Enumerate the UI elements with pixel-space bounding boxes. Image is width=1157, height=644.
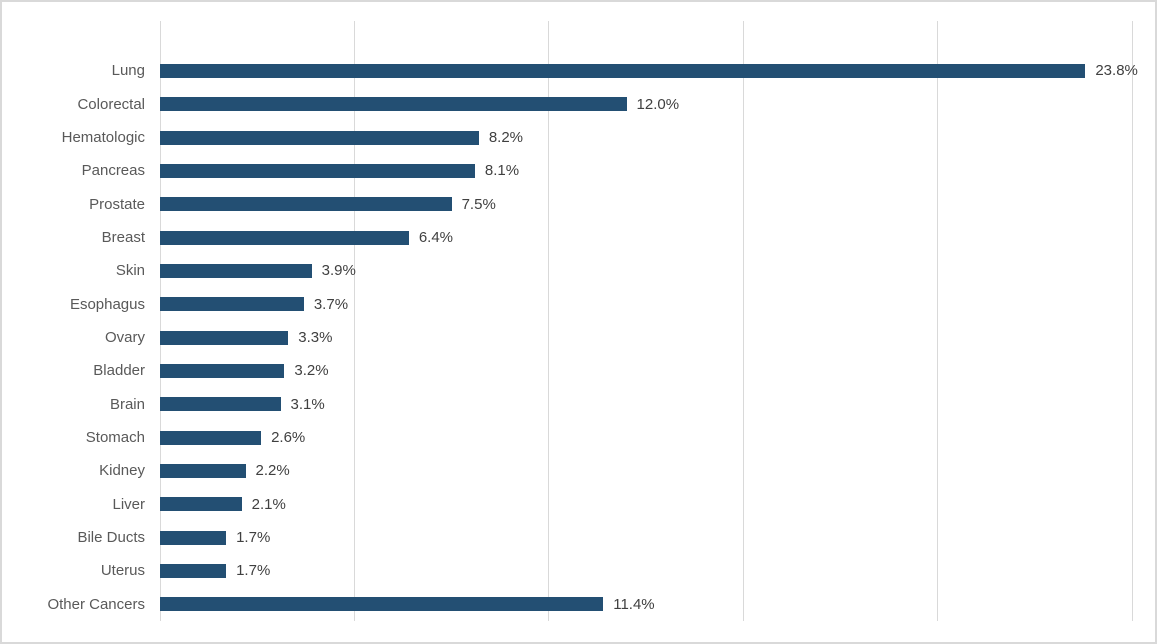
bar-row: Colorectal 12.0% — [2, 88, 1155, 121]
gridline — [742, 21, 744, 621]
bar-track: 2.1% — [160, 488, 1132, 521]
bar-track: 8.1% — [160, 154, 1132, 187]
bar-row: Stomach 2.6% — [2, 421, 1155, 454]
bar — [160, 330, 289, 345]
category-label: Uterus — [100, 562, 145, 580]
category-label: Kidney — [99, 462, 145, 480]
value-label: 23.8% — [1095, 62, 1138, 80]
plot-area — [159, 21, 1133, 621]
bar-track: 3.1% — [160, 388, 1132, 421]
bar — [160, 530, 227, 545]
bar-row: Hematologic 8.2% — [2, 121, 1155, 154]
bar-row: Liver 2.1% — [2, 488, 1155, 521]
bar — [160, 363, 285, 378]
gridline — [548, 21, 550, 621]
bar — [160, 163, 475, 178]
bar-row: Prostate 7.5% — [2, 188, 1155, 221]
value-label: 3.3% — [298, 329, 333, 347]
bar-track: 2.6% — [160, 421, 1132, 454]
bar — [160, 197, 452, 212]
bar-row: Pancreas 8.1% — [2, 154, 1155, 187]
category-label: Hematologic — [61, 129, 145, 147]
gridline — [159, 21, 161, 621]
bar-row: Breast 6.4% — [2, 221, 1155, 254]
bar — [160, 463, 246, 478]
value-label: 2.6% — [271, 429, 306, 447]
bar-track: 11.4% — [160, 588, 1132, 621]
gridline — [353, 21, 355, 621]
category-label: Esophagus — [69, 295, 145, 313]
bar-row: Skin 3.9% — [2, 254, 1155, 287]
category-label: Breast — [101, 229, 145, 247]
bar-row: Other Cancers 11.4% — [2, 588, 1155, 621]
bar — [160, 297, 304, 312]
value-label: 3.2% — [294, 362, 329, 380]
bar — [160, 430, 262, 445]
value-label: 2.1% — [251, 495, 286, 513]
bar-row: Lung 23.8% — [2, 54, 1155, 87]
category-label: Skin — [115, 262, 145, 280]
bar — [160, 497, 242, 512]
bar — [160, 397, 281, 412]
bar-row: Ovary 3.3% — [2, 321, 1155, 354]
bar-row: Brain 3.1% — [2, 388, 1155, 421]
category-label: Other Cancers — [47, 595, 145, 613]
value-label: 1.7% — [236, 562, 271, 580]
category-label: Colorectal — [77, 95, 145, 113]
bar-track: 3.9% — [160, 254, 1132, 287]
category-label: Ovary — [104, 329, 145, 347]
category-label: Lung — [111, 62, 145, 80]
bar-track: 6.4% — [160, 221, 1132, 254]
bar-track: 1.7% — [160, 521, 1132, 554]
value-label: 11.4% — [613, 595, 655, 613]
bar — [160, 230, 409, 245]
value-label: 8.1% — [484, 162, 520, 180]
gridline — [1131, 21, 1133, 621]
category-label: Brain — [109, 395, 145, 413]
bar — [160, 563, 227, 578]
bar-row: Esophagus 3.7% — [2, 288, 1155, 321]
chart-rows: Lung 23.8% Colorectal 12.0% Hematologic 8.2% P… — [2, 21, 1155, 621]
empty-top-band — [2, 21, 1155, 54]
gridline — [937, 21, 939, 621]
bar — [160, 97, 627, 112]
value-label: 1.7% — [236, 529, 271, 547]
value-label: 6.4% — [418, 229, 454, 247]
bar-track: 3.3% — [160, 321, 1132, 354]
bar-track: 23.8% — [160, 54, 1138, 87]
value-label: 2.2% — [255, 462, 290, 480]
bar — [160, 263, 312, 278]
bar — [160, 130, 479, 145]
value-label: 3.7% — [313, 295, 349, 313]
category-label: Bladder — [93, 362, 145, 380]
category-label: Liver — [112, 495, 145, 513]
bar — [160, 597, 604, 612]
bar-row: Bladder 3.2% — [2, 354, 1155, 387]
value-label: 3.1% — [290, 395, 325, 413]
bar-track: 3.2% — [160, 354, 1132, 387]
value-label: 12.0% — [636, 95, 680, 113]
category-label: Prostate — [89, 195, 145, 213]
bar-track: 7.5% — [160, 188, 1132, 221]
bar — [160, 63, 1086, 78]
category-label: Bile Ducts — [77, 529, 145, 547]
category-label: Pancreas — [81, 162, 145, 180]
value-label: 8.2% — [488, 129, 524, 147]
bar-row: Kidney 2.2% — [2, 454, 1155, 487]
value-label: 7.5% — [461, 195, 496, 213]
bar-track: 12.0% — [160, 88, 1132, 121]
bar-track: 2.2% — [160, 454, 1132, 487]
bar-track: 1.7% — [160, 554, 1132, 587]
bar-row: Bile Ducts 1.7% — [2, 521, 1155, 554]
value-label: 3.9% — [321, 262, 356, 280]
bar-track: 3.7% — [160, 288, 1132, 321]
category-label: Stomach — [85, 429, 145, 447]
bar-row: Uterus 1.7% — [2, 554, 1155, 587]
bar-track: 8.2% — [160, 121, 1132, 154]
